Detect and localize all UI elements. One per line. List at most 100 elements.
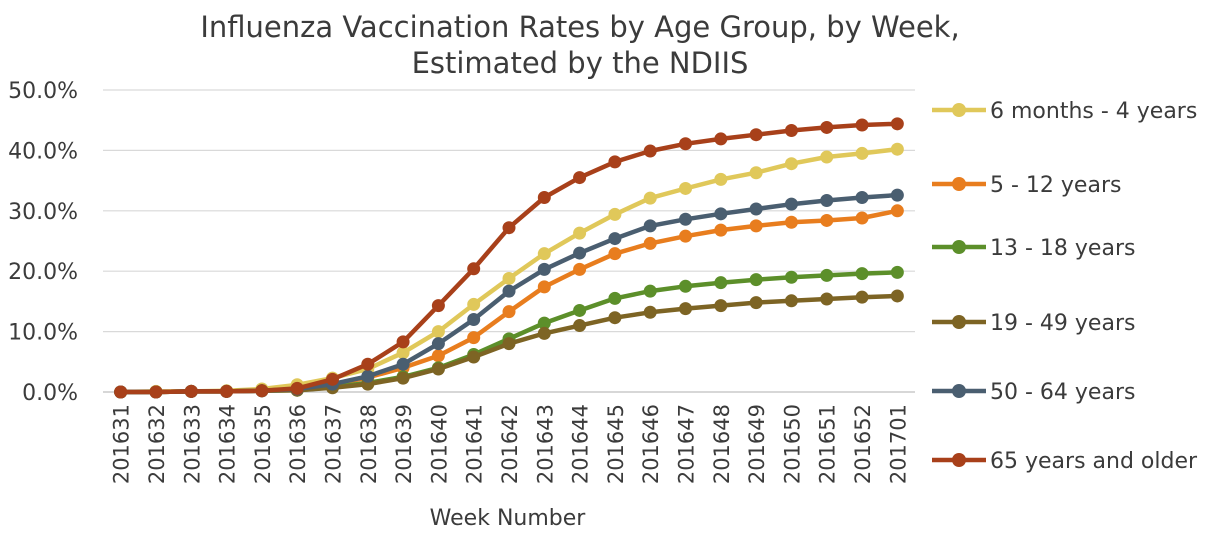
data-point [890,188,904,202]
y-tick-label: 20.0% [8,260,78,285]
y-tick-label: 40.0% [8,139,78,164]
data-point [890,142,904,156]
series-lines [114,117,904,399]
data-point [608,311,622,325]
x-tick-label: 201640 [427,404,451,484]
y-tick-label: 50.0% [8,79,78,104]
series-line [120,121,898,395]
data-point [573,226,587,240]
data-point [467,331,481,345]
x-tick-label: 201643 [533,404,557,484]
data-point [361,357,375,371]
data-point [537,262,551,276]
data-point [502,221,516,235]
x-tick-label: 201652 [851,404,875,484]
data-point [537,280,551,294]
data-point [679,302,693,316]
x-tick-label: 201634 [216,404,240,484]
legend-swatch-marker [952,240,966,254]
data-point [855,267,869,281]
data-point [749,273,763,287]
data-point [502,271,516,285]
x-tick-label: 201632 [145,404,169,484]
data-point [325,372,339,386]
x-tick-label: 201637 [321,404,345,484]
legend: 6 months - 4 years 5 - 12 years 13 - 18 ye… [932,99,1198,474]
data-point [679,137,693,151]
legend-label: 13 - 18 years [990,236,1135,261]
data-point [820,292,834,306]
data-point [573,262,587,276]
data-point [855,146,869,160]
data-point [714,207,728,221]
y-tick-label: 10.0% [8,321,78,346]
x-axis-title: Week Number [429,506,586,531]
data-point [431,349,445,363]
data-point [679,212,693,226]
chart-title-line-1: Influenza Vaccination Rates by Age Group… [200,10,960,44]
x-tick-label: 201646 [639,404,663,484]
legend-item: 5 - 12 years [932,173,1121,198]
chart-title-line-2: Estimated by the NDIIS [411,46,749,80]
data-point [784,215,798,229]
x-tick-label: 201651 [816,404,840,484]
legend-item: 65 years and older [932,449,1198,474]
x-tick-label: 201645 [604,404,628,484]
data-point [820,150,834,164]
data-point [396,371,410,385]
x-axis-tick-labels: 201631 201632 201633 201634 201635 201636 2016… [110,404,911,484]
data-point [890,265,904,279]
legend-label: 65 years and older [990,449,1198,474]
legend-label: 19 - 49 years [990,311,1135,336]
x-tick-label: 201648 [710,404,734,484]
legend-swatch-marker [952,315,966,329]
y-tick-label: 30.0% [8,200,78,225]
data-point [714,132,728,146]
data-point [784,294,798,308]
data-point [467,350,481,364]
data-point [608,291,622,305]
data-point [608,207,622,221]
series-6-months-4-years [114,142,904,399]
data-point [467,262,481,276]
x-tick-label: 201631 [110,404,134,484]
data-point [855,290,869,304]
data-point [573,246,587,260]
data-point [537,316,551,330]
data-point [714,299,728,313]
data-point [749,128,763,142]
legend-swatch-marker [952,384,966,398]
x-tick-label: 201639 [392,404,416,484]
data-point [431,337,445,351]
data-point [784,157,798,171]
data-point [431,299,445,313]
data-point [396,346,410,360]
data-point [467,297,481,311]
data-point [820,213,834,227]
x-tick-label: 201644 [569,404,593,484]
data-point [714,276,728,290]
data-point [643,219,657,233]
series-19-49-years [114,289,904,399]
legend-item: 13 - 18 years [932,236,1135,261]
x-tick-label: 201638 [357,404,381,484]
data-point [784,123,798,137]
data-point [361,369,375,383]
y-tick-label: 0.0% [22,381,78,406]
x-tick-label: 201642 [498,404,522,484]
data-point [749,296,763,310]
legend-label: 6 months - 4 years [990,99,1197,124]
data-point [643,191,657,205]
x-tick-label: 201636 [286,404,310,484]
data-point [890,204,904,218]
data-point [784,197,798,211]
legend-swatch-marker [952,177,966,191]
data-point [502,305,516,319]
data-point [855,191,869,205]
data-point [820,194,834,208]
series-65-years-and-older [114,117,904,399]
data-point [820,120,834,134]
data-point [573,303,587,317]
x-tick-label: 201701 [886,404,910,484]
